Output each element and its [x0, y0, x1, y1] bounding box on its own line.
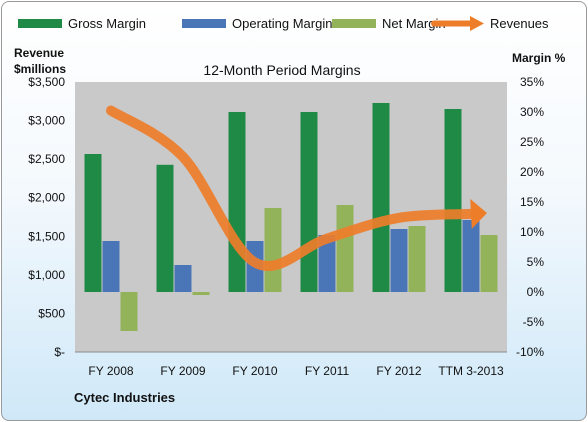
chart-title: 12-Month Period Margins: [203, 62, 360, 78]
company-name: Cytec Industries: [74, 390, 175, 405]
bar-net-margin: [264, 208, 282, 292]
category-label: FY 2011: [305, 364, 350, 378]
bar-operating-margin: [390, 229, 408, 292]
right-tick-label: 20%: [520, 165, 544, 179]
bar-net-margin: [480, 235, 498, 292]
left-axis-title-line1: Revenue: [14, 46, 64, 60]
right-axis-title: Margin %: [512, 51, 566, 65]
legend-label: Gross Margin: [68, 16, 146, 31]
left-tick-label: $3,500: [28, 75, 65, 89]
legend-label: Net Margin: [382, 16, 446, 31]
left-tick-label: $3,000: [28, 114, 65, 128]
legend-label: Revenues: [490, 16, 549, 31]
bar-operating-margin: [318, 235, 336, 292]
bar-net-margin: [120, 292, 138, 331]
bar-gross-margin: [156, 164, 174, 292]
left-tick-label: $2,500: [28, 152, 65, 166]
right-tick-label: 15%: [520, 195, 544, 209]
right-tick-label: 10%: [520, 225, 544, 239]
right-tick-label: 35%: [520, 75, 544, 89]
category-labels: FY 2008 FY 2009 FY 2010 FY 2011 FY 2012 TTM 3…: [88, 364, 504, 378]
category-label: FY 2008: [88, 364, 133, 378]
legend: Gross Margin Operating Margin Net Margin Re…: [18, 16, 549, 31]
right-tick-label: 25%: [520, 135, 544, 149]
revenue-arrowhead: [470, 198, 487, 229]
bar-gross-margin: [84, 154, 102, 292]
left-tick-label: $1,500: [28, 229, 65, 243]
category-label: TTM 3-2013: [438, 364, 504, 378]
bar-gross-margin: [228, 112, 246, 292]
right-tick-label: -10%: [516, 345, 544, 359]
bar-gross-margin: [444, 109, 462, 292]
left-tick-label: $2,000: [28, 191, 65, 205]
bar-net-margin: [192, 292, 210, 295]
right-tick-label: -5%: [523, 315, 545, 329]
legend-label: Operating Margin: [232, 16, 332, 31]
right-tick-label: 5%: [527, 255, 545, 269]
bar-operating-margin: [462, 220, 480, 292]
revenue-line: [106, 105, 487, 271]
left-tick-label: $1,000: [28, 268, 65, 282]
left-axis-ticks: $- $500 $1,000 $1,500 $2,000 $2,500 $3,000 $3,5…: [28, 75, 65, 359]
bar-gross-margin: [372, 103, 390, 292]
left-tick-label: $-: [54, 345, 65, 359]
legend-swatch: [18, 19, 62, 28]
bar-operating-margin: [102, 241, 120, 292]
legend-swatch: [332, 19, 376, 28]
bar-net-margin: [336, 205, 354, 292]
bar-gross-margin: [300, 112, 318, 292]
category-label: FY 2010: [232, 364, 277, 378]
revenue-line-path: [106, 105, 476, 271]
right-tick-label: 0%: [527, 285, 545, 299]
right-tick-label: 30%: [520, 105, 544, 119]
legend-swatch: [182, 19, 226, 28]
left-axis-title-line2: $millions: [14, 62, 66, 76]
right-axis-ticks: -10% -5% 0% 5% 10% 15% 20% 25% 30% 35%: [516, 75, 544, 359]
category-label: FY 2009: [160, 364, 205, 378]
bar-net-margin: [408, 226, 426, 292]
left-tick-label: $500: [38, 306, 65, 320]
bar-operating-margin: [174, 265, 192, 292]
legend-arrow-swatch: [470, 16, 484, 31]
category-label: FY 2012: [376, 364, 421, 378]
